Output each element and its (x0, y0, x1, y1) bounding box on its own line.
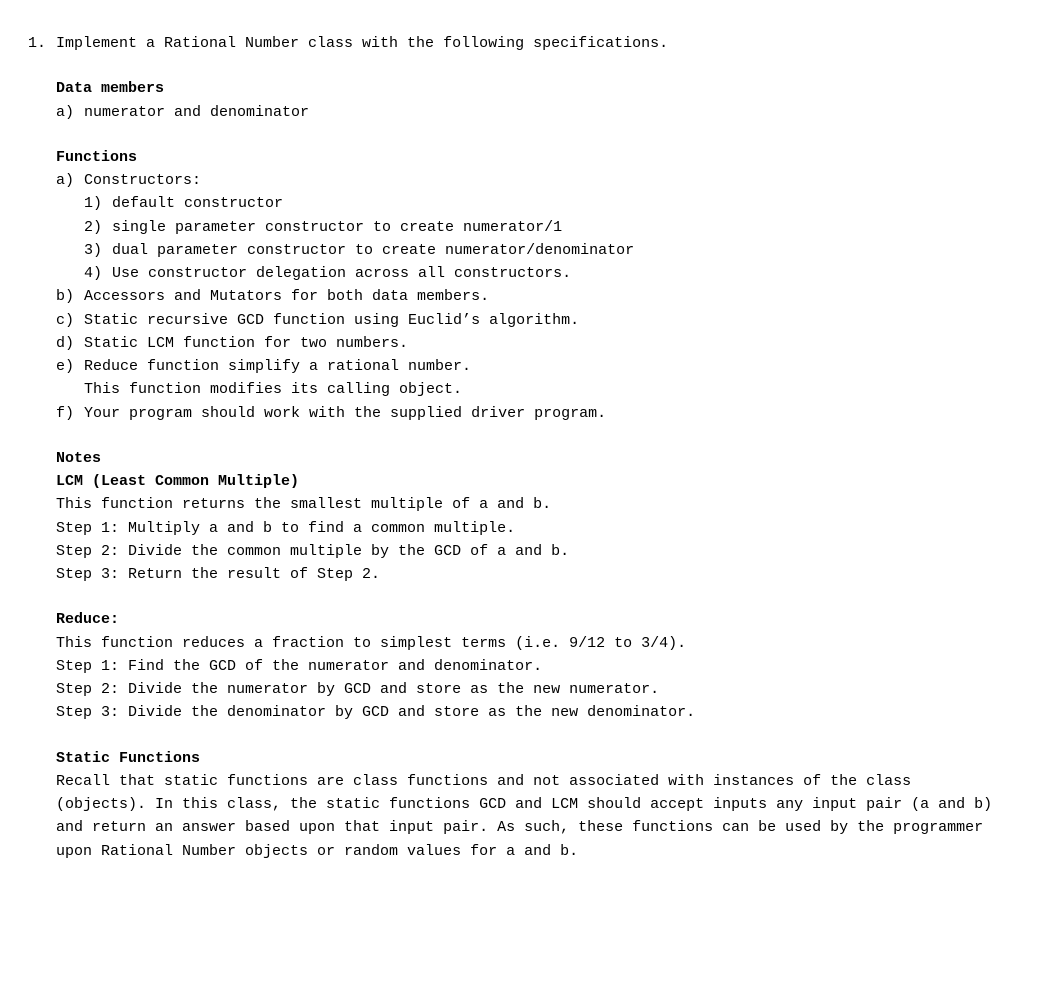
item-text: Your program should work with the suppli… (84, 402, 994, 425)
nested-text: single parameter constructor to create n… (112, 216, 994, 239)
reduce-line: Step 1: Find the GCD of the numerator an… (56, 655, 994, 678)
question-body: Implement a Rational Number class with t… (56, 32, 994, 863)
section-notes: Notes LCM (Least Common Multiple) This f… (56, 447, 994, 863)
item-text: Accessors and Mutators for both data mem… (84, 285, 994, 308)
question-intro: Implement a Rational Number class with t… (56, 32, 994, 55)
static-body: Recall that static functions are class f… (56, 770, 994, 863)
section-data-members: Data members a) numerator and denominato… (56, 77, 994, 124)
reduce-line: This function reduces a fraction to simp… (56, 632, 994, 655)
nested-label: 3) (84, 239, 112, 262)
item-label: c) (56, 309, 84, 332)
notes-reduce: Reduce: This function reduces a fraction… (56, 608, 994, 724)
functions-a-nested-1: 1) default constructor (84, 192, 994, 215)
lcm-line: Step 3: Return the result of Step 2. (56, 563, 994, 586)
lcm-line: This function returns the smallest multi… (56, 493, 994, 516)
functions-a-nested-3: 3) dual parameter constructor to create … (84, 239, 994, 262)
functions-item-a: a) Constructors: (56, 169, 994, 192)
question-number: 1. (28, 32, 56, 55)
item-label: f) (56, 402, 84, 425)
functions-item-c: c) Static recursive GCD function using E… (56, 309, 994, 332)
nested-text: Use constructor delegation across all co… (112, 262, 994, 285)
notes-static: Static Functions Recall that static func… (56, 747, 994, 863)
nested-text: dual parameter constructor to create num… (112, 239, 994, 262)
question-block: 1. Implement a Rational Number class wit… (28, 32, 994, 863)
functions-a-nested-4: 4) Use constructor delegation across all… (84, 262, 994, 285)
functions-item-e-continuation: This function modifies its calling objec… (84, 378, 994, 401)
notes-lcm: LCM (Least Common Multiple) This functio… (56, 470, 994, 586)
item-text: Static recursive GCD function using Eucl… (84, 309, 994, 332)
heading-data-members: Data members (56, 77, 994, 100)
heading-lcm: LCM (Least Common Multiple) (56, 470, 994, 493)
heading-static: Static Functions (56, 747, 994, 770)
functions-item-d: d) Static LCM function for two numbers. (56, 332, 994, 355)
item-text: numerator and denominator (84, 101, 994, 124)
nested-label: 1) (84, 192, 112, 215)
heading-reduce: Reduce: (56, 608, 994, 631)
lcm-line: Step 1: Multiply a and b to find a commo… (56, 517, 994, 540)
item-text: Constructors: (84, 169, 994, 192)
functions-a-nested-2: 2) single parameter constructor to creat… (84, 216, 994, 239)
heading-notes: Notes (56, 447, 994, 470)
functions-item-b: b) Accessors and Mutators for both data … (56, 285, 994, 308)
item-label: d) (56, 332, 84, 355)
item-label: a) (56, 101, 84, 124)
lcm-line: Step 2: Divide the common multiple by th… (56, 540, 994, 563)
functions-item-e: e) Reduce function simplify a rational n… (56, 355, 994, 378)
item-text: Reduce function simplify a rational numb… (84, 355, 994, 378)
section-functions: Functions a) Constructors: 1) default co… (56, 146, 994, 425)
item-label: e) (56, 355, 84, 378)
item-label: b) (56, 285, 84, 308)
heading-functions: Functions (56, 146, 994, 169)
item-text: Static LCM function for two numbers. (84, 332, 994, 355)
nested-label: 2) (84, 216, 112, 239)
reduce-line: Step 3: Divide the denominator by GCD an… (56, 701, 994, 724)
nested-label: 4) (84, 262, 112, 285)
item-label: a) (56, 169, 84, 192)
reduce-line: Step 2: Divide the numerator by GCD and … (56, 678, 994, 701)
functions-item-f: f) Your program should work with the sup… (56, 402, 994, 425)
data-members-item-a: a) numerator and denominator (56, 101, 994, 124)
nested-text: default constructor (112, 192, 994, 215)
